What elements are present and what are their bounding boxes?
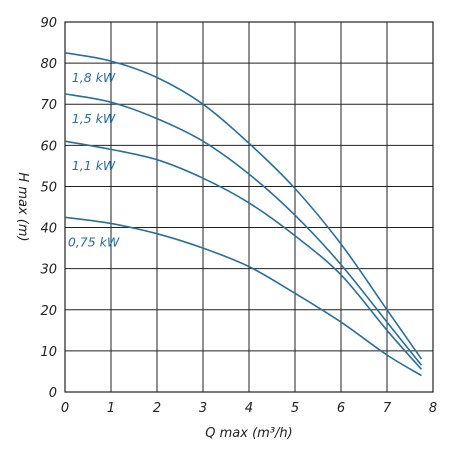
x-tick-label: 5: [291, 401, 299, 416]
series-label: 1,1 kW: [72, 158, 116, 173]
y-tick-label: 70: [40, 98, 57, 113]
y-tick-labels: 0 10 20 30 40 50 60 70 80 90: [40, 16, 57, 401]
y-axis-label: H max (m): [15, 172, 30, 241]
y-tick-label: 10: [40, 345, 57, 360]
y-tick-label: 60: [40, 139, 57, 154]
series-line: [64, 216, 422, 377]
y-tick-label: 40: [40, 222, 57, 237]
y-tick-label: 20: [40, 304, 57, 319]
series-line: [64, 52, 423, 360]
x-axis-label: Q max (m³/h): [205, 426, 292, 441]
y-tick-label: 90: [40, 16, 57, 31]
x-tick-label: 7: [383, 401, 392, 416]
y-tick-label: 50: [40, 180, 57, 195]
x-tick-label: 1: [107, 401, 115, 416]
y-tick-label: 30: [40, 263, 57, 278]
grid: [64, 21, 434, 393]
x-tick-label: 0: [61, 401, 69, 416]
y-tick-label: 0: [49, 386, 57, 401]
x-tick-label: 8: [429, 401, 437, 416]
series-label: 1,8 kW: [72, 70, 116, 85]
plot-frame: [64, 21, 434, 393]
series-line: [64, 140, 423, 370]
series-label: 0,75 kW: [68, 234, 120, 249]
y-tick-label: 80: [40, 57, 57, 72]
x-tick-label: 2: [153, 401, 161, 416]
x-tick-label: 3: [199, 401, 207, 416]
series-labels: 1,8 kW 1,5 kW 1,1 kW 0,75 kW: [68, 70, 120, 249]
series-label: 1,5 kW: [72, 111, 116, 126]
x-tick-label: 4: [245, 401, 253, 416]
series-line: [64, 93, 423, 366]
x-tick-label: 6: [337, 401, 345, 416]
x-tick-labels: 0 1 2 3 4 5 6 7 8: [61, 401, 437, 416]
series-lines: [64, 52, 423, 377]
